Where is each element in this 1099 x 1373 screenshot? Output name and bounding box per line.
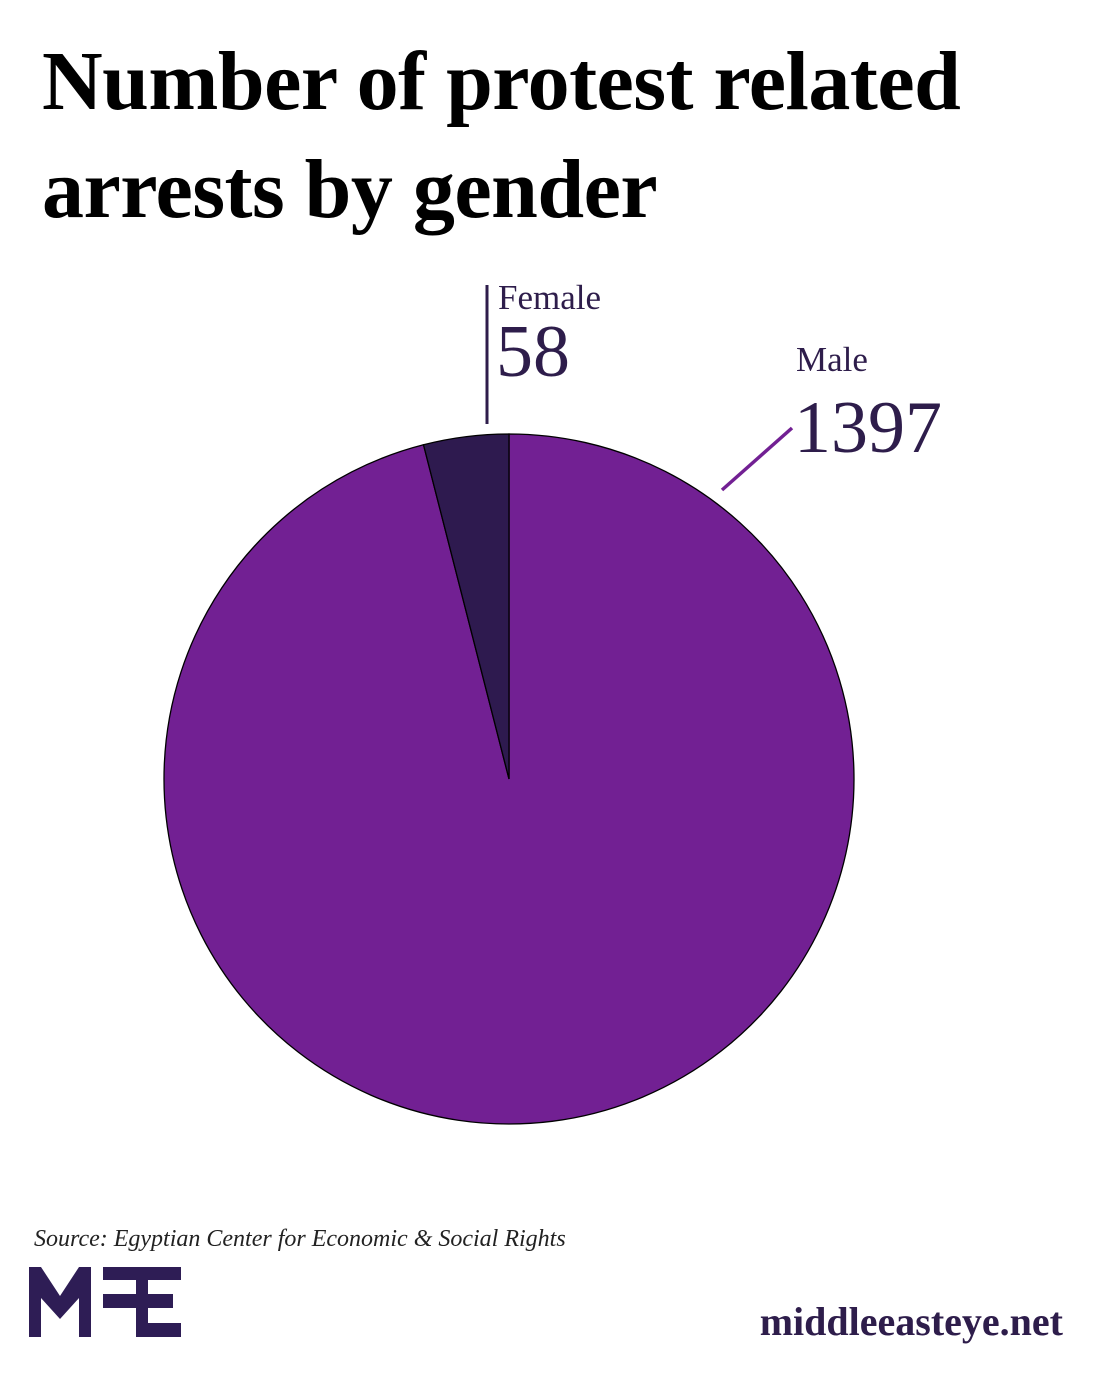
female-label: Female (498, 278, 602, 317)
female-value: 58 (496, 311, 570, 393)
source-note: Source: Egyptian Center for Economic & S… (34, 1226, 566, 1252)
male-value: 1397 (794, 387, 942, 469)
mee-logo (29, 1267, 181, 1337)
male-label: Male (796, 340, 868, 379)
male-leader-line (720, 426, 794, 492)
site-url: middleeasteye.net (759, 1299, 1063, 1344)
chart-title: Number of protest related arrests by gen… (42, 35, 961, 236)
pie-slice-female (422, 433, 510, 780)
